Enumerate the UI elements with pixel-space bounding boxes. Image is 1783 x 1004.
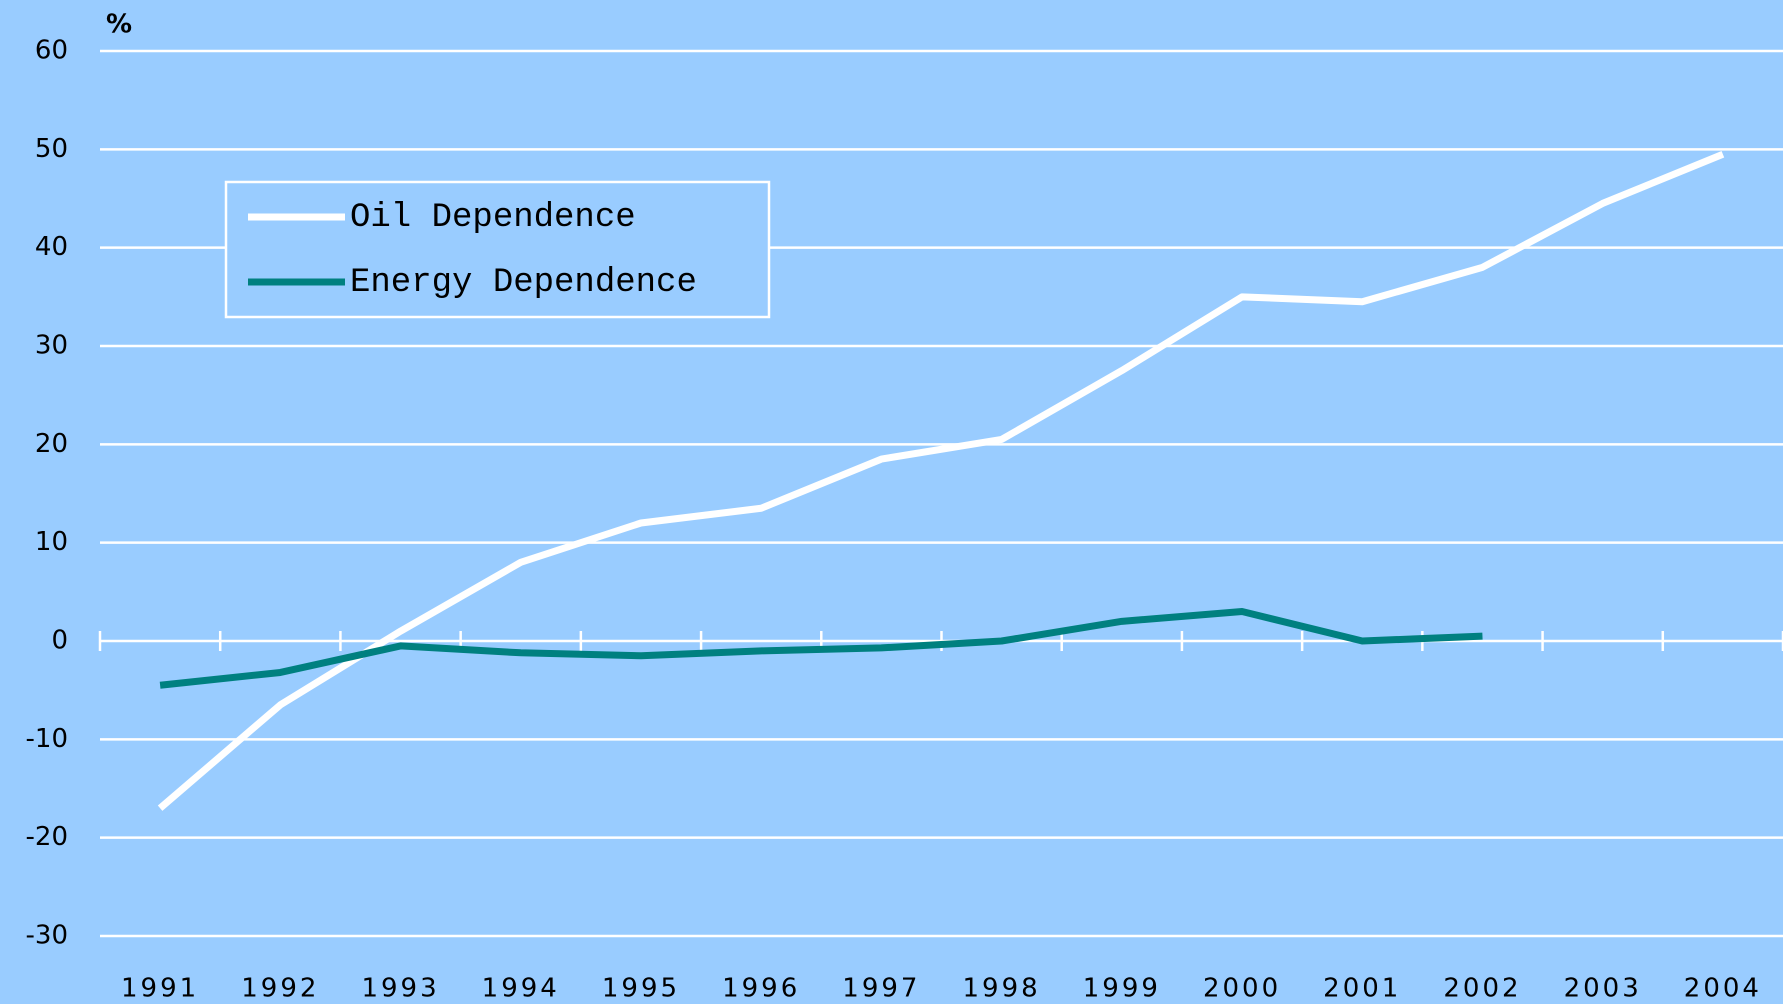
x-tick-label: 2002 (1443, 974, 1521, 1004)
x-tick-label: 1997 (842, 974, 920, 1004)
x-tick-label: 2003 (1564, 974, 1642, 1004)
x-tick-label: 1998 (963, 974, 1041, 1004)
x-tick-label: 1996 (722, 974, 800, 1004)
x-tick-label: 1992 (241, 974, 319, 1004)
y-axis-label: % (106, 10, 132, 40)
y-tick-label: 30 (35, 331, 68, 361)
y-tick-label: 60 (35, 36, 68, 66)
line-series (159, 608, 1483, 689)
x-tick-label: 1994 (482, 974, 560, 1004)
x-tick-label: 1993 (361, 974, 439, 1004)
legend-box (224, 180, 771, 319)
y-tick-label: -10 (26, 724, 68, 754)
y-tick-label: 50 (35, 134, 68, 164)
y-tick-label: 20 (35, 429, 68, 459)
x-tick-label: 1991 (121, 974, 199, 1004)
y-tick-label: -20 (26, 822, 68, 852)
y-tick-label: 40 (35, 232, 68, 262)
x-tick-label: 1995 (602, 974, 680, 1004)
x-tick-label: 2001 (1323, 974, 1401, 1004)
legend-label: Energy Dependence (350, 264, 697, 302)
x-tick-label: 2000 (1203, 974, 1281, 1004)
y-tick-label: -30 (26, 921, 68, 951)
x-tick-label: 2004 (1684, 974, 1762, 1004)
legend-label: Oil Dependence (350, 199, 636, 237)
y-tick-label: 10 (35, 527, 68, 557)
x-tick-label: 1999 (1083, 974, 1161, 1004)
y-tick-label: 0 (51, 626, 68, 656)
line-series (157, 151, 1725, 811)
